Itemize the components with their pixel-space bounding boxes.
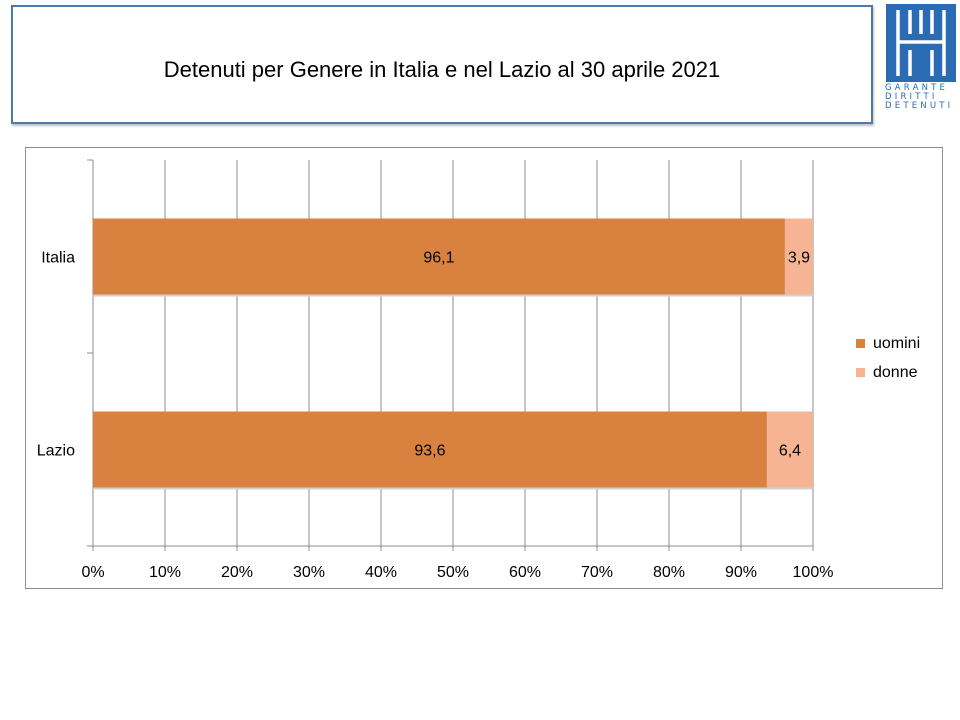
logo-symbol-icon xyxy=(896,10,946,76)
logo-text-line1: GARANTE xyxy=(885,83,949,93)
garante-logo: GARANTE DIRITTI DETENUTI xyxy=(881,4,959,111)
x-tick-label: 30% xyxy=(293,564,325,581)
logo-text-line2: DIRITTI xyxy=(885,92,938,102)
bar-donne xyxy=(784,218,813,295)
x-tick-label: 0% xyxy=(81,564,104,581)
legend-label-uomini: uomini xyxy=(873,335,920,352)
chart-area: 0% 10% 20% 30% 40% 50% 60% 70% 80% 90% 100% 96,1 3,9… xyxy=(25,147,943,589)
data-label: 93,6 xyxy=(414,443,445,460)
x-tick-label: 40% xyxy=(365,564,397,581)
x-tick-label: 50% xyxy=(437,564,469,581)
x-tick-label: 70% xyxy=(581,564,613,581)
legend-label-donne: donne xyxy=(873,364,918,381)
x-tick-label: 20% xyxy=(221,564,253,581)
x-tick-label: 10% xyxy=(149,564,181,581)
x-tick-label: 60% xyxy=(509,564,541,581)
x-tick-label: 100% xyxy=(793,564,834,581)
x-tick-label: 90% xyxy=(725,564,757,581)
bar-donne xyxy=(766,411,813,488)
legend-swatch-uomini xyxy=(856,339,865,348)
data-label: 96,1 xyxy=(423,250,454,267)
category-label: Lazio xyxy=(37,443,75,460)
legend-swatch-donne xyxy=(856,368,865,377)
stacked-bar-chart: 0% 10% 20% 30% 40% 50% 60% 70% 80% 90% 100% 96,1 3,9… xyxy=(37,159,920,581)
title-box: Detenuti per Genere in Italia e nel Lazi… xyxy=(11,5,873,124)
data-label: 3,9 xyxy=(788,250,810,267)
category-label: Italia xyxy=(41,250,75,267)
bar-uomini xyxy=(93,411,767,488)
logo-text-line3: DETENUTI xyxy=(885,101,954,111)
logo-mark-icon xyxy=(886,4,956,82)
data-label: 6,4 xyxy=(779,443,801,460)
x-tick-label: 80% xyxy=(653,564,685,581)
bar-uomini xyxy=(93,218,785,295)
slide-title: Detenuti per Genere in Italia e nel Lazi… xyxy=(163,57,721,82)
